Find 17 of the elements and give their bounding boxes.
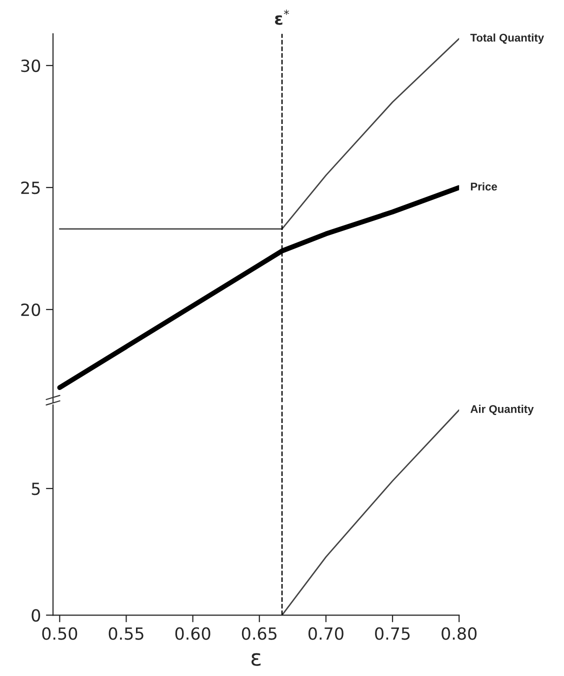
series-label: Price bbox=[470, 182, 498, 190]
series-label: Air Quantity bbox=[470, 404, 534, 416]
y-tick-label: 5 bbox=[32, 482, 40, 496]
y-tick-label: 0 bbox=[32, 609, 40, 622]
chart-title: ε$^{*}$ bbox=[275, 10, 290, 25]
x-tick-label: 0.75 bbox=[375, 627, 410, 640]
y-tick-label: 25 bbox=[21, 181, 40, 194]
x-axis-title: ε bbox=[251, 653, 261, 666]
x-tick-label: 0.70 bbox=[308, 627, 344, 640]
x-tick-label: 0.80 bbox=[442, 627, 477, 640]
y-tick-label: 30 bbox=[21, 59, 40, 72]
x-tick-label: 0.50 bbox=[42, 627, 78, 640]
x-tick-label: 0.60 bbox=[175, 627, 210, 640]
x-tick-label: 0.65 bbox=[242, 627, 276, 640]
series-label: Total Quantity bbox=[470, 34, 544, 44]
x-tick-label: 0.55 bbox=[108, 627, 144, 640]
y-tick-label: 20 bbox=[21, 303, 40, 316]
